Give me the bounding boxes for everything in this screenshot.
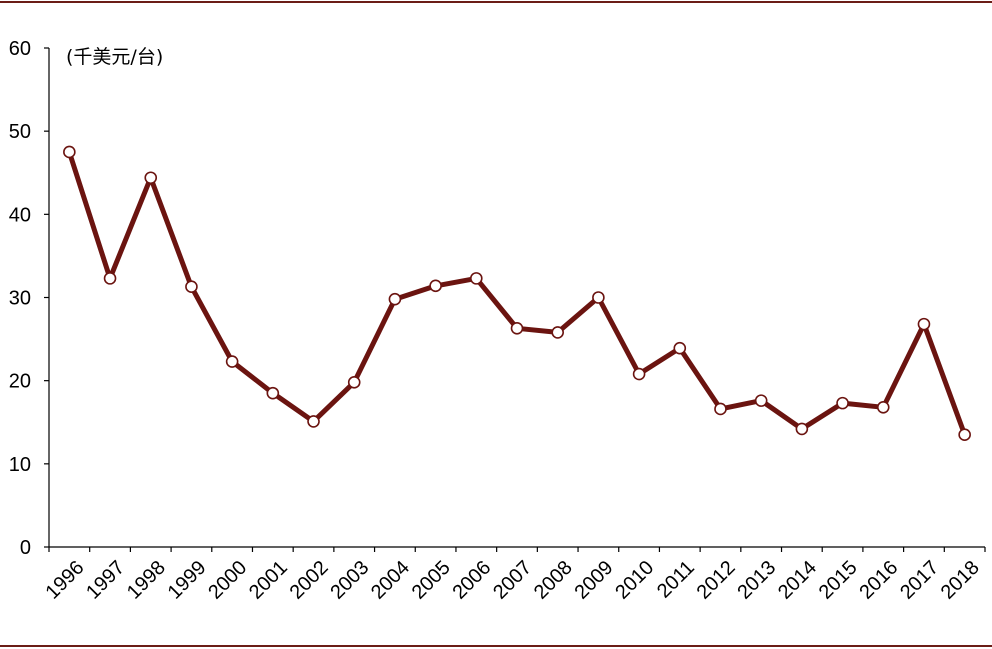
data-point-marker <box>470 272 483 285</box>
axes <box>48 48 985 548</box>
x-tick-label: 1998 <box>123 557 170 604</box>
y-tick-label: 30 <box>9 288 31 310</box>
y-tick-label: 40 <box>9 204 31 226</box>
bottom-border <box>0 645 992 647</box>
x-tick-label: 1996 <box>41 557 88 604</box>
y-tick-label: 20 <box>9 371 31 393</box>
x-tick-label: 2009 <box>571 557 618 604</box>
markers <box>63 145 971 442</box>
x-tick-label: 1997 <box>82 557 129 604</box>
x-tick-label: 2000 <box>204 557 251 604</box>
data-point-marker <box>836 396 849 410</box>
data-point-marker <box>63 145 76 159</box>
y-tick-label: 50 <box>9 121 31 143</box>
data-point-marker <box>429 279 442 293</box>
x-tick-label: 2016 <box>855 557 902 604</box>
x-tick-label: 2012 <box>693 557 740 604</box>
x-tick-label: 2005 <box>408 557 455 604</box>
data-point-marker <box>144 171 158 185</box>
data-point-marker <box>103 272 117 285</box>
data-point-marker <box>510 321 524 335</box>
x-ticks: 1996199719981999200020012002200320042005… <box>41 547 986 604</box>
y-tick-label: 10 <box>9 454 31 476</box>
data-point-marker <box>551 326 564 339</box>
data-point-marker <box>714 402 727 416</box>
data-point-marker <box>307 415 320 428</box>
data-point-marker <box>266 386 280 400</box>
x-tick-label: 1999 <box>164 557 211 604</box>
data-point-marker <box>958 428 971 442</box>
x-tick-label: 2013 <box>733 557 780 604</box>
x-tick-label: 2011 <box>653 557 699 603</box>
x-tick-label: 2001 <box>245 557 292 604</box>
x-tick-label: 2006 <box>448 557 495 604</box>
data-point-marker <box>876 400 890 414</box>
x-tick-label: 2002 <box>286 557 333 604</box>
x-tick-label: 2004 <box>367 557 414 604</box>
x-tick-label: 2003 <box>326 557 373 604</box>
x-tick-label: 2014 <box>774 557 821 604</box>
data-point-marker <box>673 341 687 355</box>
data-point-marker <box>754 394 768 407</box>
data-point-marker <box>917 317 931 331</box>
x-tick-label: 2010 <box>611 557 658 604</box>
data-point-marker <box>795 422 809 436</box>
y-tick-label: 0 <box>20 537 31 559</box>
data-point-marker <box>388 292 402 306</box>
x-tick-label: 2007 <box>489 557 536 604</box>
data-point-marker <box>185 280 198 293</box>
top-border <box>0 1 992 3</box>
data-point-marker <box>225 355 239 368</box>
series-line <box>66 151 968 436</box>
x-tick-label: 2018 <box>937 557 984 604</box>
data-point-marker <box>592 291 605 304</box>
unit-label: (千美元/台) <box>66 46 163 68</box>
x-tick-label: 2008 <box>530 557 577 604</box>
x-tick-label: 2015 <box>815 557 862 604</box>
y-ticks: 0 10 20 30 40 50 60 <box>9 38 49 559</box>
x-tick-label: 2017 <box>896 557 943 604</box>
data-point-marker <box>632 367 646 381</box>
data-point-marker <box>347 376 361 389</box>
y-tick-label: 60 <box>9 38 31 60</box>
